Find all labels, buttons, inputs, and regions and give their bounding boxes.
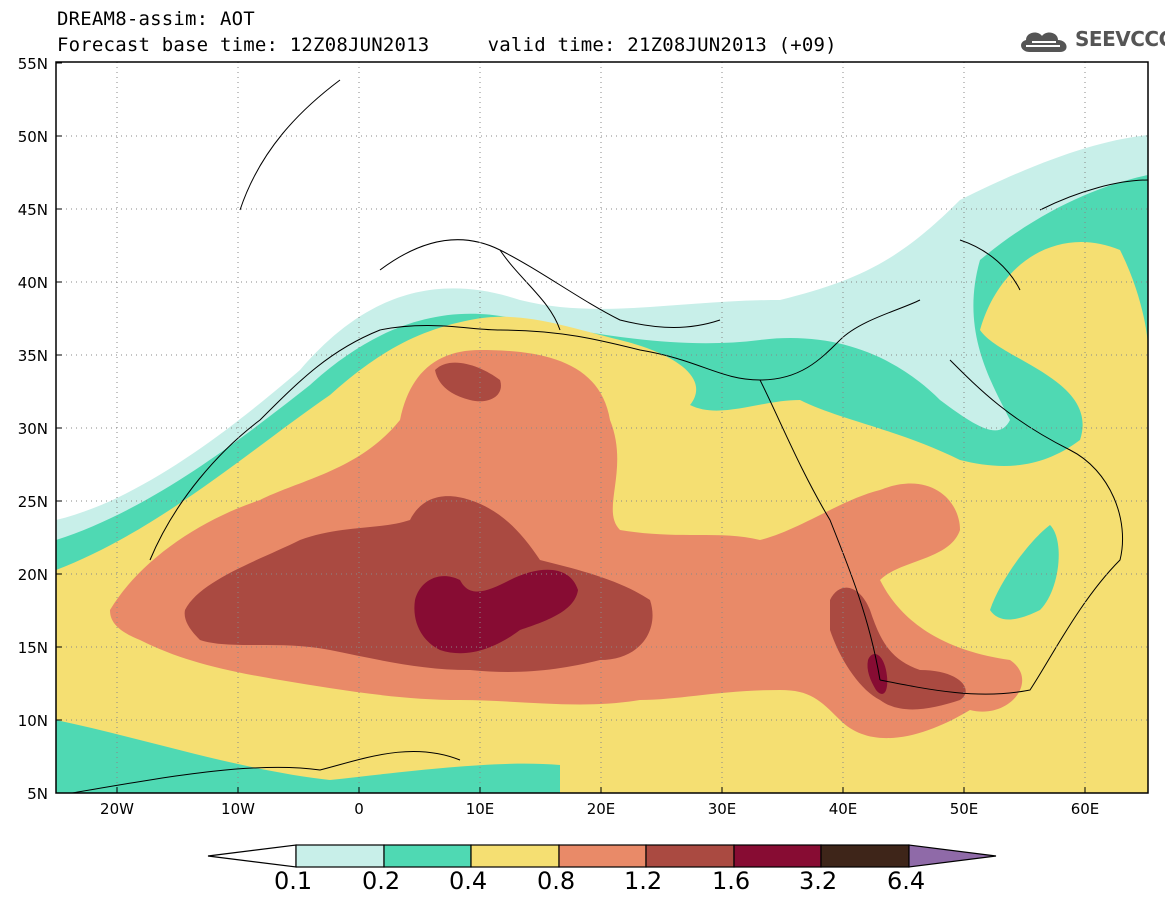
colorbar-label: 0.4 [449,867,488,895]
coastlines [68,79,1148,793]
colorbar-label: 3.2 [799,867,838,895]
colorbar-label: 0.8 [537,867,576,895]
lat-label: 20N [18,566,48,584]
contour-1.2-libya [435,362,501,402]
lat-label: 15N [18,639,48,657]
lat-label: 5N [27,785,48,803]
lon-label: 50E [950,800,979,818]
lon-label: 10W [221,800,255,818]
contour-1.2 [184,496,653,672]
lat-label: 40N [18,274,48,292]
lat-label: 50N [18,128,48,146]
lon-label: 20W [100,800,134,818]
lon-label: 30E [708,800,737,818]
lat-label: 25N [18,493,48,511]
colorbar-label: 1.6 [712,867,751,895]
lat-label: 45N [18,201,48,219]
lon-label: 20E [587,800,616,818]
lon-label: 10E [466,800,495,818]
lat-label: 55N [18,55,48,73]
forecast-times: Forecast base time: 12Z08JUN2013 valid t… [57,34,837,56]
lon-label: 0 [354,800,364,818]
colorbar-label: 0.2 [362,867,401,895]
contour-1.6-yemen [867,654,888,694]
lon-label: 40E [829,800,858,818]
logo-text: SEEVCCC [1075,27,1165,51]
lat-label: 30N [18,420,48,438]
lat-label: 35N [18,347,48,365]
colorbar-label: 0.1 [274,867,313,895]
colorbar-label: 1.2 [624,867,663,895]
contour-1.6 [414,569,578,654]
lon-label: 60E [1071,800,1100,818]
gridlines [56,62,1148,793]
contour-teal-bottom [56,720,560,793]
cloud-logo-icon [1021,32,1067,52]
axis-ticks [56,62,1086,794]
contour-1.2-red-sea [830,587,966,710]
lat-label: 10N [18,712,48,730]
contour-0.4-teal-yemen [990,525,1059,620]
colorbar-label: 6.4 [887,867,926,895]
chart-title: DREAM8-assim: AOT [57,8,255,30]
